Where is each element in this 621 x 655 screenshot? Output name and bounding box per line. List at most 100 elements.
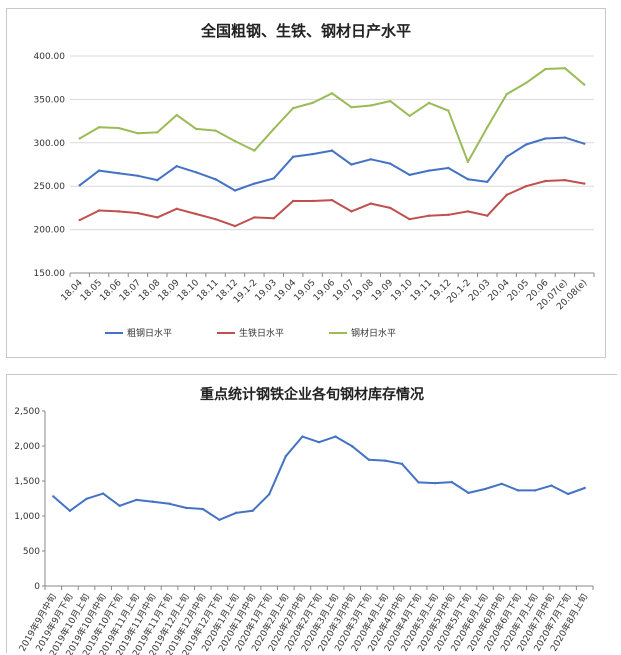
data-point (175, 113, 178, 117)
data-point (369, 202, 373, 205)
data-point (151, 500, 155, 503)
data-point (389, 206, 392, 210)
data-point (566, 492, 570, 496)
data-point (68, 509, 72, 512)
data-point (583, 83, 586, 86)
data-point (233, 189, 237, 192)
data-point (201, 507, 204, 511)
chart-panel-daily-output: 全国粗钢、生铁、钢材日产水平 150.00 200.00 250.00 300.00 3… (6, 8, 606, 358)
data-point (194, 212, 198, 216)
data-point (447, 109, 450, 112)
data-point (450, 480, 454, 484)
data-point (505, 193, 508, 197)
y-tick-label: 350.00 (34, 95, 66, 105)
data-point (136, 132, 140, 135)
data-point (524, 81, 528, 85)
y-tick-label: 2,000 (14, 442, 40, 452)
data-point (505, 92, 508, 96)
data-point (117, 210, 120, 213)
series-line-0 (79, 136, 585, 192)
data-point (583, 142, 586, 145)
data-point (194, 127, 198, 131)
data-point (284, 454, 287, 458)
data-point (136, 174, 140, 177)
data-point (156, 131, 159, 134)
data-point (466, 160, 470, 164)
data-point (272, 127, 275, 131)
data-point (317, 440, 321, 444)
data-point (175, 207, 178, 210)
data-point (118, 504, 121, 508)
data-point (291, 155, 295, 158)
data-point (330, 149, 334, 152)
data-point (233, 224, 237, 228)
data-point (544, 179, 547, 183)
y-tick-label: 500 (23, 547, 40, 557)
inventory-chart: 重点统计钢铁企业各旬钢材库存情况 0 500 1,000 1,500 2,000 2,50… (14, 386, 594, 655)
data-point (384, 459, 387, 462)
data-point (97, 125, 101, 129)
data-point (272, 177, 275, 180)
data-point (486, 180, 489, 184)
data-point (467, 491, 470, 495)
data-point (427, 169, 431, 172)
data-point (330, 92, 334, 95)
data-point (408, 114, 411, 118)
data-point (408, 173, 411, 177)
data-point (253, 182, 256, 185)
data-point (400, 462, 404, 466)
data-point (97, 209, 101, 212)
data-point (500, 482, 503, 485)
y-tick-label: 300.00 (34, 139, 66, 149)
data-point (234, 511, 238, 515)
data-point (583, 182, 586, 185)
data-point (218, 518, 221, 522)
data-point (427, 214, 431, 217)
data-point (533, 489, 537, 492)
data-point (367, 458, 371, 461)
data-point (156, 216, 159, 219)
data-point (466, 210, 470, 213)
data-point (52, 495, 55, 498)
series-line-1 (79, 179, 585, 228)
y-tick-label: 250.00 (34, 182, 66, 192)
y-tick-label: 200.00 (34, 226, 66, 236)
data-point (311, 199, 314, 203)
data-point (466, 178, 470, 181)
data-point (311, 152, 314, 156)
data-point (334, 435, 337, 438)
data-point (434, 481, 437, 485)
data-point (272, 217, 275, 220)
data-point (389, 99, 392, 103)
data-point (544, 67, 547, 71)
data-point (267, 493, 271, 496)
data-point (214, 129, 217, 132)
data-point (563, 136, 567, 139)
data-point (291, 199, 295, 203)
chart-title: 全国粗钢、生铁、钢材日产水平 (200, 22, 411, 40)
y-tick-label: 150.00 (34, 269, 66, 279)
data-point (168, 502, 171, 505)
data-point (184, 506, 188, 510)
data-point (135, 498, 138, 502)
data-point (97, 169, 101, 172)
legend-label: 生铁日水平 (239, 327, 284, 339)
data-point (417, 481, 420, 484)
data-point (301, 435, 304, 438)
data-point (311, 101, 314, 105)
data-point (78, 137, 81, 140)
data-point (194, 171, 198, 174)
data-point (524, 185, 528, 188)
chart-title: 重点统计钢铁企业各旬钢材库存情况 (200, 386, 424, 403)
data-point (369, 104, 373, 107)
data-point (78, 184, 81, 187)
y-tick-label: 1,500 (14, 477, 40, 487)
data-point (447, 213, 450, 217)
data-point (505, 155, 508, 158)
data-point (251, 509, 254, 512)
y-tick-label: 400.00 (34, 52, 66, 62)
data-point (214, 178, 217, 181)
data-point (156, 178, 159, 182)
data-point (369, 158, 373, 161)
data-point (136, 211, 140, 215)
